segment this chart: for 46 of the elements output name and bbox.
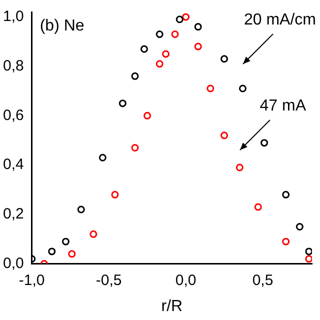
point	[156, 60, 164, 68]
x-tick-label: 0,0	[175, 272, 196, 289]
point	[171, 30, 179, 38]
point	[111, 190, 119, 198]
y-tick-label: 0,6	[2, 106, 24, 124]
point	[118, 100, 126, 108]
x-tick-label: 0,5	[252, 272, 274, 289]
point	[182, 13, 190, 21]
annotation: 20 mA/cm	[244, 11, 316, 28]
point	[98, 154, 106, 162]
point	[176, 16, 184, 24]
point	[68, 250, 76, 258]
annotation: 47 mA	[260, 97, 306, 114]
point	[62, 238, 70, 246]
point	[156, 30, 164, 38]
point	[131, 144, 139, 152]
y-tick-label: 0,4	[2, 156, 24, 174]
point	[144, 112, 152, 120]
point	[194, 23, 202, 31]
point	[236, 164, 244, 172]
annotation: (b) Ne	[40, 17, 84, 34]
x-tick-label: -0,5	[96, 272, 122, 289]
point	[260, 139, 268, 147]
point	[162, 50, 170, 58]
point	[238, 84, 246, 92]
point	[194, 42, 202, 50]
point	[282, 190, 290, 198]
point	[296, 223, 304, 231]
point	[206, 84, 214, 92]
point	[140, 45, 148, 53]
y-tick-label: 0,0	[2, 254, 24, 272]
point	[90, 230, 98, 238]
point	[305, 248, 312, 256]
point	[254, 203, 262, 211]
point	[220, 132, 228, 140]
point	[77, 206, 85, 214]
x-tick-label: -1,0	[18, 272, 45, 289]
point	[131, 72, 139, 80]
y-tick-label: 1,0	[2, 8, 24, 26]
point	[48, 248, 56, 256]
y-tick-label: 0,2	[2, 206, 24, 223]
point	[220, 55, 228, 63]
y-tick-label: 0,8	[2, 57, 24, 74]
point	[282, 238, 290, 246]
point	[305, 255, 312, 263]
x-axis-title: r/R	[161, 298, 183, 315]
